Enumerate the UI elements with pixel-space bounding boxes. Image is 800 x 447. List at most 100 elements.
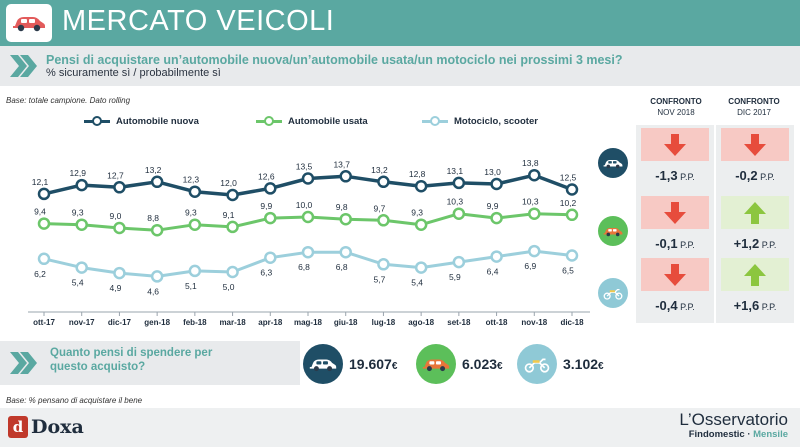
data-label: 9,3 [72,208,84,218]
data-label: 6,9 [524,261,536,271]
confronto-value: +1,6 P.P. [733,298,777,313]
data-label: 6,4 [487,267,499,277]
data-label: 4,9 [110,283,122,293]
doxa-wordmark: Doxa [31,416,84,438]
data-label: 13,0 [484,167,501,177]
scooter-icon [598,278,628,308]
data-point [301,245,315,259]
data-point [150,175,164,189]
x-tick-label: dic-17 [108,318,132,327]
arrow-down-icon [641,196,709,229]
data-point [150,223,164,237]
data-point [188,185,202,198]
spend-question-bar [0,341,300,385]
confronto-header-sub: NOV 2018 [657,108,695,117]
data-point [37,217,51,230]
data-point [188,264,202,278]
data-point [226,220,239,234]
data-point [377,258,390,271]
legend-swatch [84,116,110,126]
legend-label: Motociclo, scooter [454,115,538,127]
data-point [528,168,541,182]
data-label: 13,2 [145,165,162,175]
data-point [301,210,315,224]
data-point [37,187,51,201]
data-point [113,221,126,235]
data-point [226,188,239,202]
data-label: 6,8 [336,262,348,272]
data-point [565,249,579,262]
x-tick-label: apr-18 [258,318,283,327]
data-point [264,211,277,225]
used-car-icon [598,216,628,246]
data-point [414,261,428,274]
legend-item-moto: Motociclo, scooter [422,114,538,128]
confronto-value: -1,3 P.P. [655,168,695,183]
data-label: 9,9 [487,201,499,211]
data-point [75,218,88,231]
data-label: 10,3 [447,197,464,207]
data-point [565,183,579,196]
data-point [490,250,503,263]
arrow-up-icon [721,196,789,229]
data-label: 9,4 [34,207,46,217]
data-point [339,245,352,259]
data-label: 6,8 [298,262,310,272]
car-icon [13,17,45,32]
double-chevron-icon [10,55,37,77]
data-label: 5,7 [374,274,386,284]
car-icon [303,344,343,384]
confronto-header-sub: DIC 2017 [737,108,771,117]
data-point [75,178,88,192]
x-tick-label: dic-18 [560,318,584,327]
doxa-mark-icon: d [8,416,28,438]
data-label: 5,1 [185,281,197,291]
data-label: 12,5 [560,173,577,183]
base-note: Base: totale campione. Dato rolling [6,96,131,105]
osservatorio-brand: Findomestic [688,429,745,440]
data-label: 5,9 [449,272,461,282]
data-point [301,172,315,185]
data-label: 13,1 [447,166,464,176]
header-bar: MERCATO VEICOLI [0,0,800,46]
confronto-header-nov: CONFRONTO NOV 2018 [640,96,712,118]
x-tick-label: mar-18 [219,318,246,327]
x-tick-label: set-18 [447,318,471,327]
data-point [528,207,541,220]
x-tick-label: giu-18 [334,318,358,327]
data-label: 10,2 [560,198,577,208]
data-label: 9,0 [110,211,122,221]
car-icon [598,148,628,178]
legend-label: Automobile usata [288,115,368,127]
data-point [226,265,239,279]
x-tick-label: lug-18 [372,318,396,327]
data-point [565,208,579,222]
data-point [264,182,277,195]
arrow-down-icon [641,258,709,291]
data-point [490,177,503,191]
confronto-header-dic: CONFRONTO DIC 2017 [718,96,790,118]
data-point [377,214,390,227]
data-point [188,218,202,231]
footer-bar [0,408,800,447]
data-point [414,218,428,231]
question-bar [0,46,800,86]
x-tick-label: nov-18 [521,318,547,327]
data-point [528,244,541,258]
confronto-value: -0,4 P.P. [655,298,695,313]
data-point [414,179,428,193]
data-label: 8,8 [147,213,159,223]
x-tick-label: mag-18 [294,318,323,327]
legend-item-usata: Automobile usata [256,114,368,128]
data-label: 5,4 [72,278,84,288]
arrow-up-icon [721,258,789,291]
data-label: 10,0 [296,200,313,210]
spend-value: 6.023€ [462,356,503,372]
line-chart: ott-17 nov-17 dic-17 gen-18 feb-18 mar-18 apr-… [28,158,590,327]
data-label: 13,7 [333,159,350,169]
legend-label: Automobile nuova [116,115,199,127]
osservatorio-separator: · [744,429,754,440]
legend-swatch [422,116,448,126]
spend-value: 19.607€ [349,356,398,372]
legend-item-nuova: Automobile nuova [84,114,199,128]
